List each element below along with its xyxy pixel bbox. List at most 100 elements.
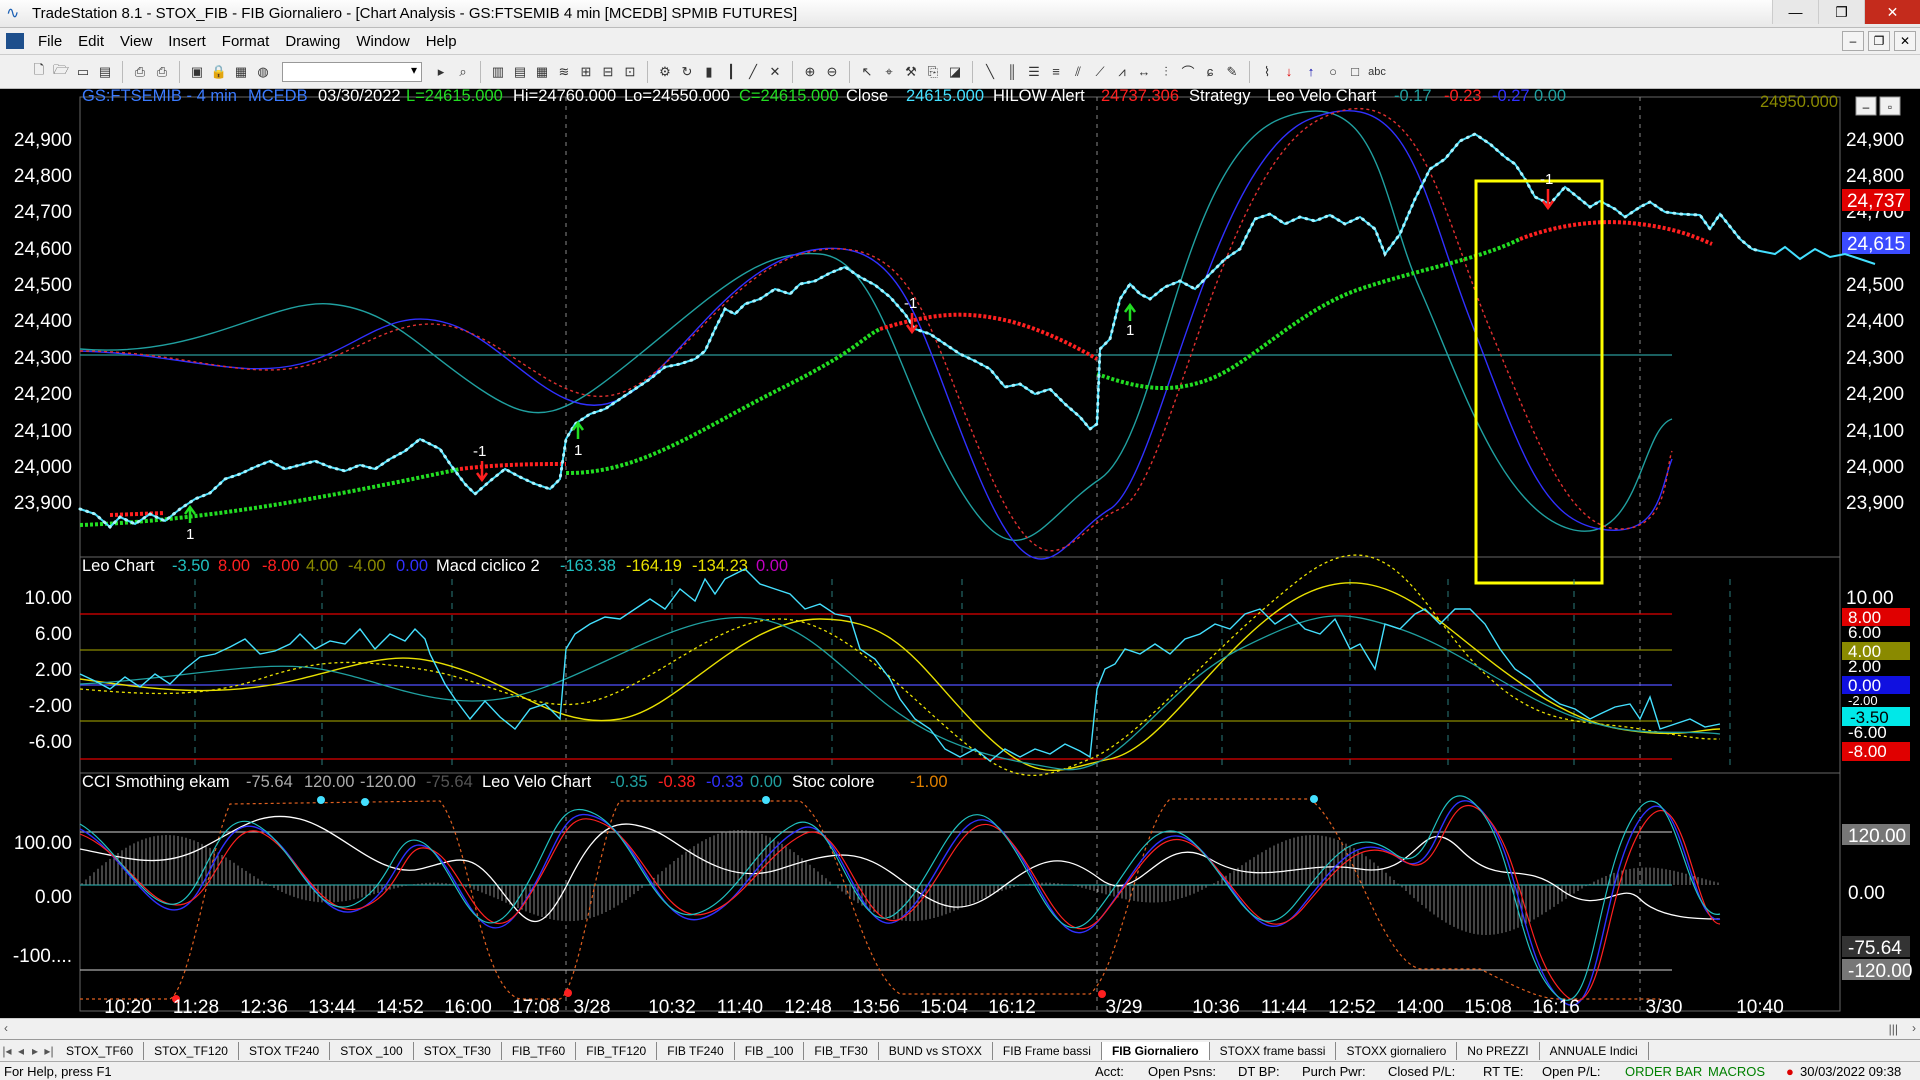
maximize-icon[interactable]: ❐ bbox=[1818, 0, 1864, 24]
tab-fib-tf60[interactable]: FIB_TF60 bbox=[502, 1041, 577, 1060]
hilow-badge-text: 24,737 bbox=[1847, 191, 1905, 212]
globe-icon[interactable]: ◍ bbox=[257, 63, 269, 79]
tab-stox-tf30[interactable]: STOX_TF30 bbox=[414, 1041, 502, 1060]
line-chart-icon[interactable]: ╱ bbox=[749, 63, 757, 79]
radar-screen-icon[interactable]: ▤ bbox=[513, 63, 527, 79]
menu-view[interactable]: View bbox=[120, 32, 153, 50]
panel-restore-button[interactable] bbox=[1879, 96, 1901, 116]
tab-annuale-indici[interactable]: ANNUALE Indici bbox=[1540, 1041, 1649, 1060]
tab-fib-100[interactable]: FIB _100 bbox=[735, 1041, 805, 1060]
pointer-icon[interactable]: ↖ bbox=[861, 63, 873, 79]
scanner-icon[interactable]: ≋ bbox=[558, 63, 570, 79]
cci-label: CCI Smothing ekam bbox=[82, 773, 230, 791]
point-figure-icon[interactable]: ✕ bbox=[769, 63, 781, 79]
open-icon[interactable]: 🗁 bbox=[52, 61, 70, 77]
tab-stox-tf60[interactable]: STOX_TF60 bbox=[56, 1041, 145, 1060]
gann-icon[interactable]: ⟋ bbox=[1095, 63, 1105, 79]
header-close-label: Close bbox=[846, 89, 888, 105]
menu-format[interactable]: Format bbox=[221, 32, 270, 50]
pencil-icon[interactable]: ✎ bbox=[1226, 63, 1238, 79]
fib-icon[interactable]: ≡ bbox=[1052, 64, 1060, 79]
channel-icon[interactable]: ⫽ bbox=[1075, 63, 1081, 79]
alert-icon[interactable]: ◪ bbox=[948, 63, 962, 79]
arc-icon[interactable]: ⌒ bbox=[1181, 65, 1195, 80]
data-tips-icon[interactable]: ⌖ bbox=[885, 63, 893, 79]
ellipse-icon[interactable]: ○ bbox=[1329, 64, 1337, 79]
bar-chart-icon[interactable]: ▮ bbox=[705, 63, 713, 79]
tab-bund-vs-stoxx[interactable]: BUND vs STOXX bbox=[879, 1041, 993, 1060]
tab-no-prezzi[interactable]: No PREZZI bbox=[1457, 1041, 1540, 1060]
attach-icon[interactable]: ⎘ bbox=[927, 63, 939, 79]
mdi-restore-icon[interactable]: ❐ bbox=[1868, 31, 1890, 51]
menu-insert[interactable]: Insert bbox=[168, 32, 206, 50]
portfolio-icon[interactable]: ⊡ bbox=[624, 63, 636, 79]
menu-edit[interactable]: Edit bbox=[78, 32, 105, 50]
status-order-bar[interactable]: ORDER BAR bbox=[1625, 1064, 1703, 1079]
menu-drawing[interactable]: Drawing bbox=[285, 32, 341, 50]
tab-last-icon[interactable]: ▸| bbox=[44, 1043, 54, 1058]
lock-icon[interactable]: 🔒 bbox=[210, 63, 228, 79]
tab-stox-100[interactable]: STOX _100 bbox=[330, 1041, 414, 1060]
curve-icon[interactable]: ⌇ bbox=[1263, 63, 1271, 79]
arrow-up-icon[interactable]: ↑ bbox=[1307, 64, 1315, 79]
cycle-lines-icon[interactable]: ⫶ bbox=[1164, 63, 1168, 79]
menu-file[interactable]: File bbox=[38, 32, 63, 50]
tab-prev-icon[interactable]: ◂ bbox=[17, 1043, 25, 1058]
tab-fib-tf30[interactable]: FIB_TF30 bbox=[804, 1041, 879, 1060]
scroll-right-icon[interactable]: › bbox=[1912, 1021, 1916, 1035]
minimize-icon[interactable]: — bbox=[1772, 0, 1818, 24]
workspace-icon[interactable]: ▤ bbox=[98, 63, 112, 79]
tab-fib-frame-bassi[interactable]: FIB Frame bassi bbox=[993, 1041, 1102, 1060]
chart-analysis-canvas[interactable]: GS:FTSEMIB - 4 min MCEDB 03/30/2022 L=24… bbox=[0, 89, 1920, 1030]
spiral-icon[interactable]: ɕ bbox=[1206, 64, 1214, 79]
optionstation-icon[interactable]: ⊞ bbox=[580, 63, 592, 79]
refresh-icon[interactable]: ↻ bbox=[681, 63, 693, 79]
new-icon[interactable]: 🗋 bbox=[33, 61, 45, 77]
save-icon[interactable]: ▭ bbox=[76, 63, 90, 79]
status-macros[interactable]: MACROS bbox=[1708, 1064, 1766, 1079]
arrow-down-icon[interactable]: ↓ bbox=[1285, 64, 1293, 79]
panel-minimize-button[interactable] bbox=[1855, 96, 1877, 116]
symbol-combo[interactable] bbox=[282, 61, 422, 82]
tab-fib-tf120[interactable]: FIB_TF120 bbox=[576, 1041, 658, 1060]
speed-lines-icon[interactable]: ⩘ bbox=[1118, 63, 1126, 79]
arrows-icon[interactable]: ↔ bbox=[1137, 64, 1151, 79]
window-icon[interactable]: ▣ bbox=[190, 63, 204, 79]
tab-fib-tf240[interactable]: FIB TF240 bbox=[657, 1041, 735, 1060]
tools-icon[interactable]: ⚒ bbox=[905, 63, 917, 79]
print-preview-icon[interactable]: ⎙ bbox=[156, 63, 168, 79]
tab-fib-giornaliero[interactable]: FIB Giornaliero bbox=[1101, 1041, 1210, 1060]
print-icon[interactable]: ⎙ bbox=[134, 63, 146, 79]
tab-stox-tf240[interactable]: STOX TF240 bbox=[239, 1041, 331, 1060]
horizontal-lines-icon[interactable]: ☰ bbox=[1028, 63, 1040, 79]
menu-help[interactable]: Help bbox=[425, 32, 457, 50]
close-icon[interactable]: ✕ bbox=[1864, 0, 1920, 24]
chart-analysis-icon[interactable]: ▥ bbox=[491, 63, 505, 79]
chart-document-icon[interactable] bbox=[6, 33, 24, 49]
scroll-left-icon[interactable]: ‹ bbox=[4, 1021, 8, 1035]
zoom-in-icon[interactable]: ⊕ bbox=[804, 63, 816, 79]
mdi-minimize-icon[interactable]: – bbox=[1842, 31, 1864, 51]
svg-text:-1: -1 bbox=[904, 295, 917, 312]
tab-stox-tf120[interactable]: STOX_TF120 bbox=[144, 1041, 239, 1060]
workspace-manager-icon[interactable]: ▦ bbox=[234, 63, 248, 79]
text-icon[interactable]: abc bbox=[1368, 65, 1386, 78]
tab-next-icon[interactable]: ▸ bbox=[31, 1043, 39, 1058]
rectangle-icon[interactable]: □ bbox=[1351, 64, 1359, 79]
indicator-icon[interactable]: ⚙ bbox=[659, 63, 671, 79]
tab-stoxx-giornaliero[interactable]: STOXX giornaliero bbox=[1336, 1041, 1458, 1060]
vertical-lines-icon[interactable]: ║ bbox=[1007, 64, 1017, 79]
candle-icon[interactable]: ┃ bbox=[727, 63, 735, 79]
menu-window[interactable]: Window bbox=[356, 32, 410, 50]
trendline-icon[interactable]: ╲ bbox=[986, 63, 994, 79]
tab-stoxx-frame-bassi[interactable]: STOXX frame bassi bbox=[1210, 1041, 1337, 1060]
horizontal-scrollbar[interactable]: ‹ ||| › bbox=[0, 1018, 1920, 1039]
go-arrow-icon[interactable]: ▸ bbox=[437, 63, 445, 79]
zoom-out-icon[interactable]: ⊖ bbox=[826, 63, 838, 79]
matrix-icon[interactable]: ▦ bbox=[535, 63, 549, 79]
scroll-thumb-icon[interactable]: ||| bbox=[1888, 1022, 1898, 1036]
mdi-close-icon[interactable]: ✕ bbox=[1894, 31, 1916, 51]
symbol-lookup-icon[interactable]: ⌕ bbox=[459, 63, 467, 79]
tab-first-icon[interactable]: |◂ bbox=[2, 1043, 12, 1058]
strategy-icon[interactable]: ⊟ bbox=[602, 63, 614, 79]
